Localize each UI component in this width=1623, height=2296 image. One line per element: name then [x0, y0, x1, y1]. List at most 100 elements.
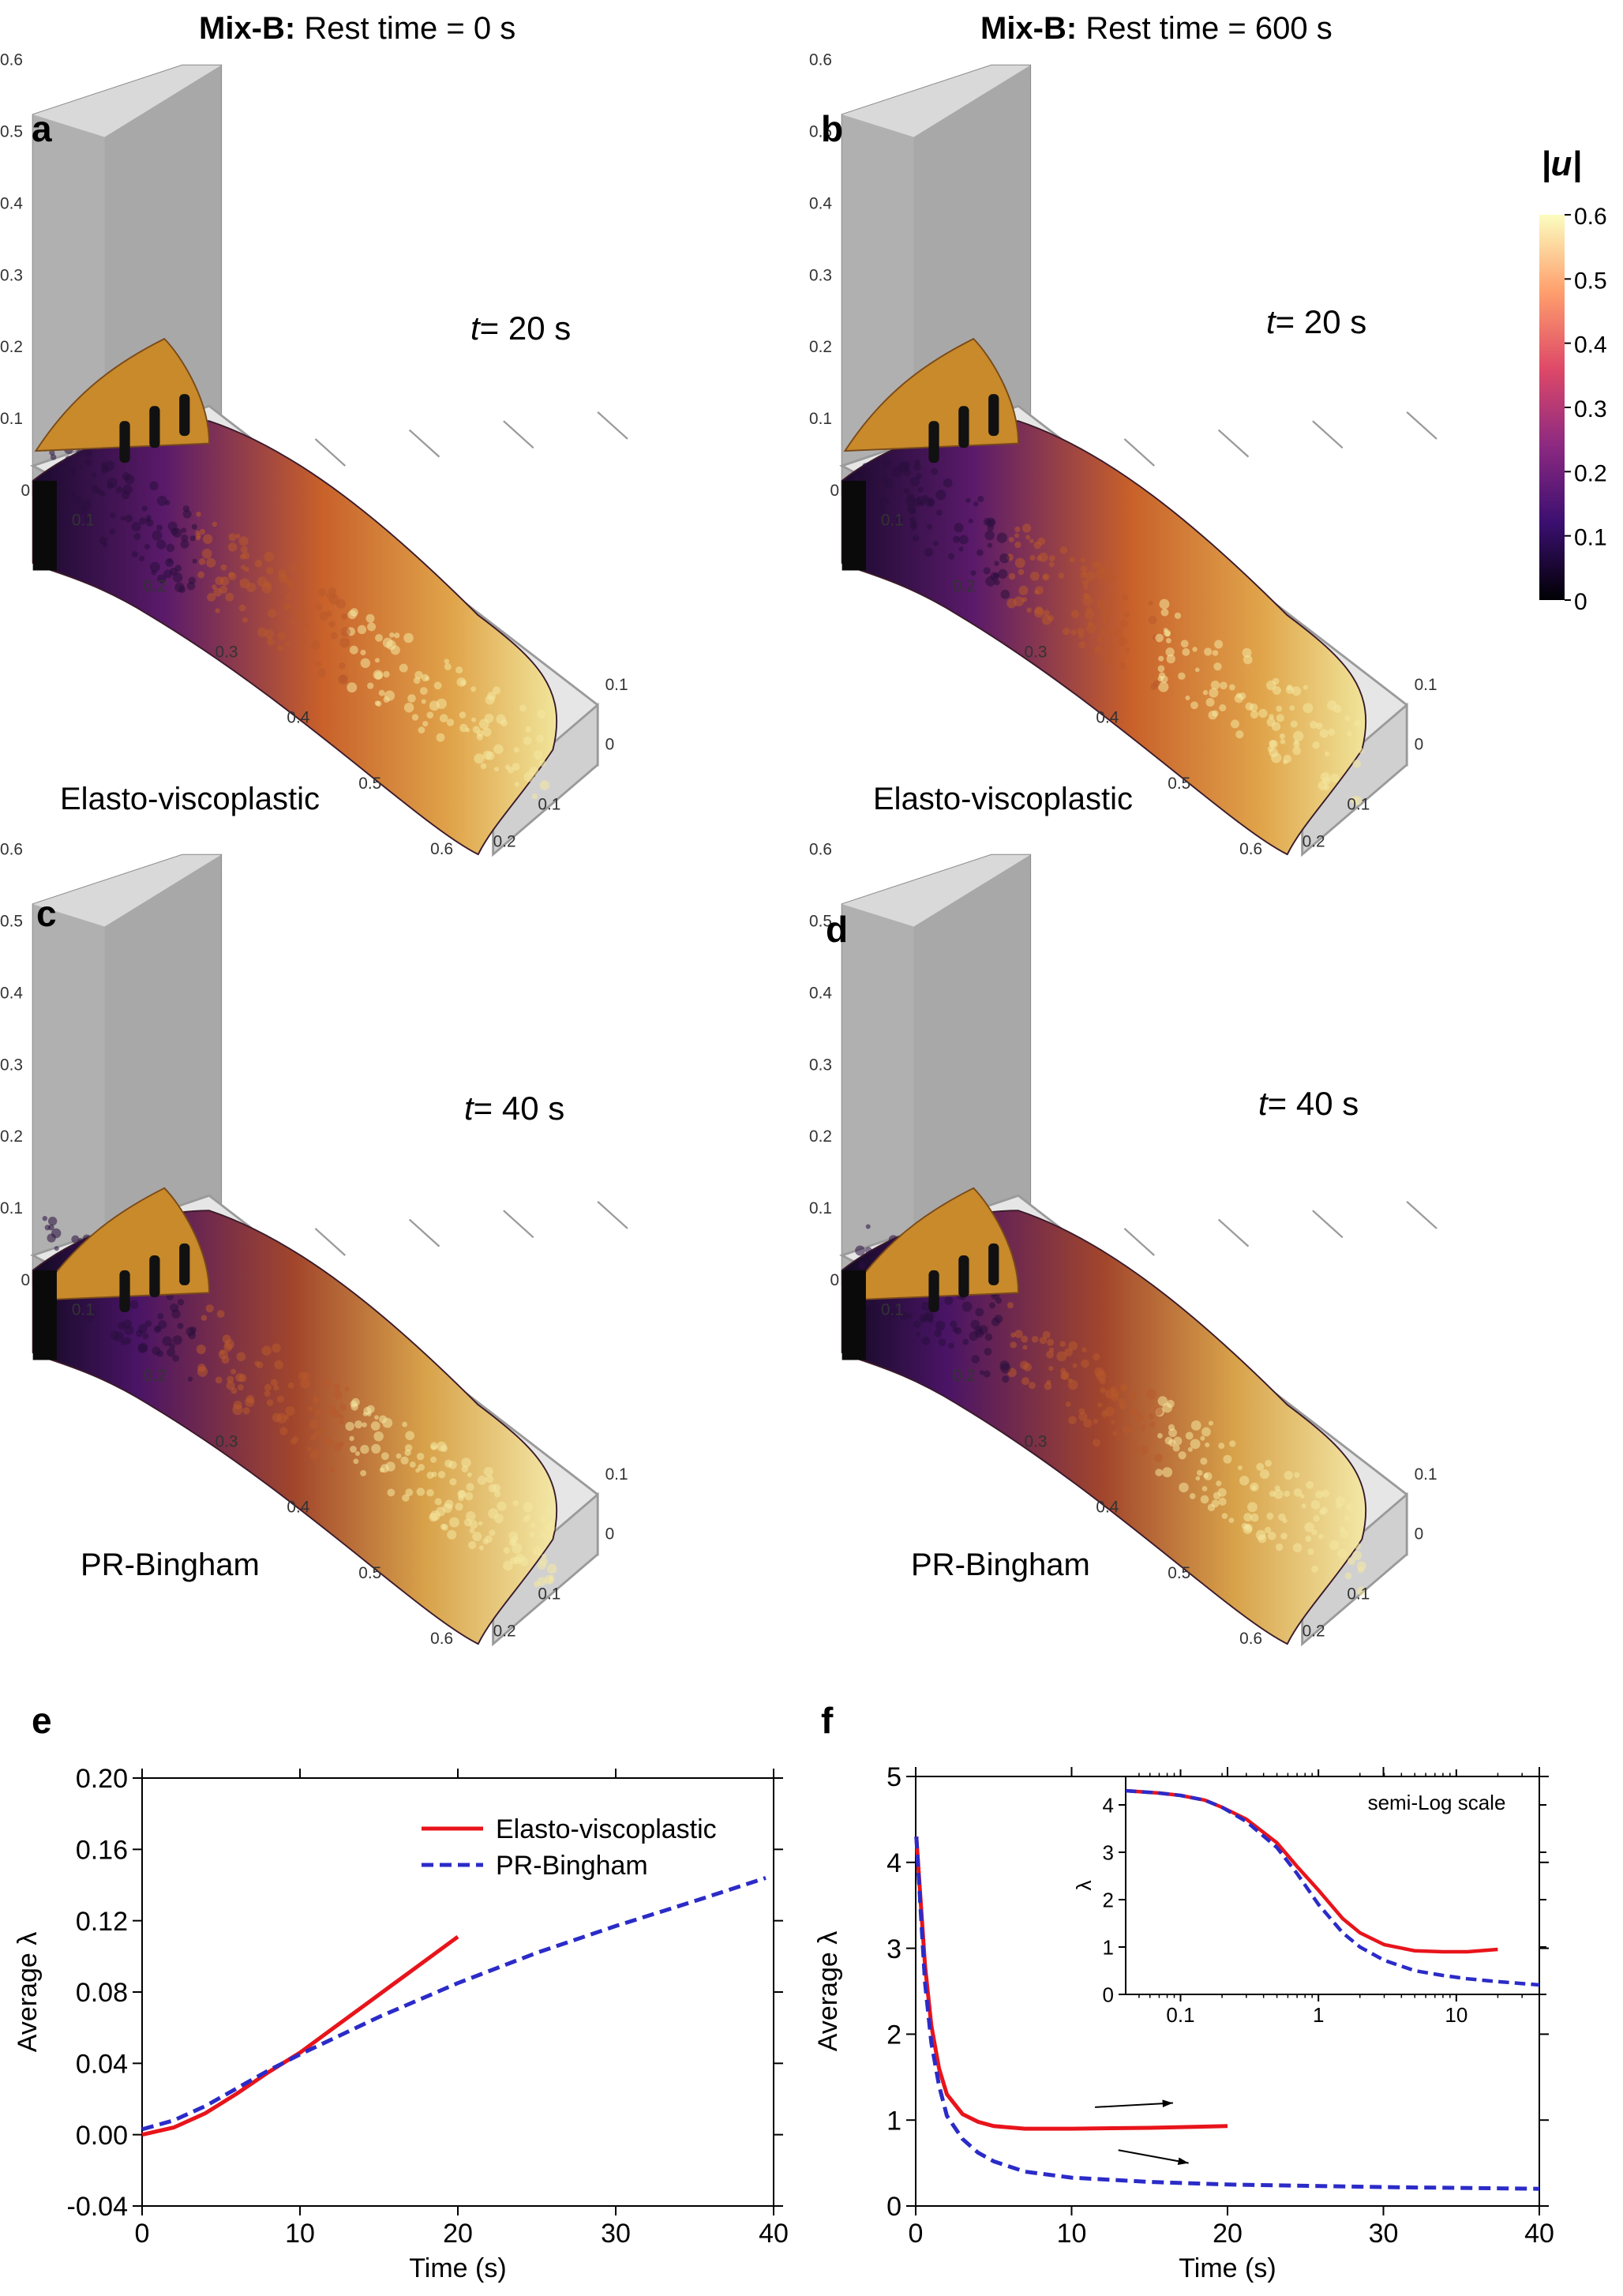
fluid-particle [1293, 730, 1304, 742]
x-tick-label: 10 [285, 2219, 315, 2249]
fluid-particle [172, 1355, 179, 1362]
fluid-particle [1078, 1408, 1085, 1415]
fluid-particle [1046, 1350, 1055, 1359]
x-tick-label: 40 [1524, 2219, 1554, 2249]
y-tick-label: 2 [886, 2020, 901, 2050]
fluid-particle [319, 1427, 324, 1433]
fluid-particle [855, 1245, 865, 1256]
fluid-particle [289, 620, 294, 625]
fluid-particle [544, 1523, 556, 1534]
fluid-particle [277, 632, 287, 640]
fluid-particle [1205, 697, 1215, 707]
fluid-particle [124, 1325, 134, 1335]
fluid-particle [56, 501, 62, 506]
fluid-particle [998, 568, 1008, 579]
fluid-particle [870, 506, 876, 513]
header-right: Mix-B: Rest time = 600 s [980, 11, 1333, 47]
reservoir-lid [841, 854, 1031, 927]
fluid-particle [970, 570, 976, 576]
y-tick-label: 5 [886, 1762, 901, 1792]
fluid-particle [1204, 647, 1213, 656]
fluid-particle [1190, 1439, 1201, 1450]
fluid-particle [954, 1327, 962, 1335]
fluid-particle [1014, 526, 1021, 533]
fluid-particle [1223, 1454, 1232, 1464]
fluid-particle [1100, 628, 1110, 637]
fluid-particle [1284, 1470, 1293, 1480]
fluid-particle [402, 1494, 410, 1502]
y-tick-label: 2 [1103, 1888, 1114, 1911]
colorbar-tick-label: 0.5 [1574, 268, 1607, 294]
fluid-particle [47, 1216, 58, 1226]
fluid-particle [418, 1464, 425, 1471]
x-tick-label: 0.1 [1166, 2003, 1194, 2027]
rebar-obstacle [958, 1255, 969, 1297]
fluid-particle [1107, 643, 1114, 651]
fluid-particle [1112, 1431, 1118, 1436]
fluid-particle [195, 530, 201, 535]
fluid-particle [299, 638, 307, 646]
fluid-particle [1128, 1426, 1135, 1433]
fluid-particle [989, 1302, 996, 1309]
fluid-crest [34, 337, 210, 452]
fluid-particle [1014, 557, 1025, 568]
fluid-particle [448, 1517, 459, 1528]
fluid-particle [523, 736, 532, 745]
fluid-particle [500, 719, 508, 727]
fluid-particle [349, 1435, 354, 1442]
fluid-particle [1299, 1494, 1305, 1499]
fluid-particle [362, 1412, 368, 1416]
fluid-particle [1000, 1363, 1011, 1374]
fluid-particle [546, 1563, 557, 1574]
header-left-mix: Mix-B: [199, 11, 296, 46]
fluid-particle [1292, 746, 1301, 756]
fluid-particle [867, 493, 877, 505]
fluid-particle [1228, 684, 1235, 691]
fluid-particle [469, 1528, 475, 1534]
fluid-particle [934, 1329, 943, 1337]
x-tick-label: 1 [1313, 2003, 1324, 2027]
fluid-particle [1205, 1442, 1210, 1448]
fluid-particle [156, 495, 167, 506]
fluid-particle [1158, 681, 1169, 692]
fluid-particle [447, 1529, 457, 1540]
x-tick-label: 0 [135, 2219, 150, 2249]
fluid-particle [141, 505, 148, 512]
fluid-particle [231, 1387, 238, 1394]
rebar-obstacle [119, 421, 130, 463]
fluid-particle [1022, 1345, 1028, 1350]
fluid-particle [1033, 607, 1044, 618]
fluid-particle [1162, 1467, 1173, 1478]
fluid-particle [476, 733, 483, 741]
fluid-particle [1153, 1454, 1163, 1462]
reservoir-lid [841, 65, 1031, 137]
fluid-particle [898, 461, 909, 472]
fluid-particle [984, 530, 995, 541]
fluid-particle [245, 1397, 255, 1408]
fluid-particle [1058, 572, 1065, 579]
y-tick-label: 0.16 [76, 1836, 128, 1866]
fluid-base-shadow [841, 1270, 866, 1360]
trend-arrow [1118, 2149, 1189, 2164]
fluid-particle [1239, 1476, 1250, 1486]
fluid-particle [1304, 1522, 1314, 1533]
fluid-particle [1185, 695, 1190, 700]
fluid-particle [1078, 1412, 1088, 1421]
fluid-particle [1294, 1472, 1300, 1478]
fluid-particle [54, 474, 65, 484]
fluid-particle [332, 1409, 340, 1419]
fluid-particle [1276, 705, 1283, 712]
z-tick-label: 0.2 [0, 1127, 23, 1146]
fluid-particle [968, 518, 973, 523]
z-tick-label: 0.1 [809, 1199, 832, 1217]
fluid-particle [1131, 1444, 1138, 1451]
x-tick-label: 0.2 [953, 577, 976, 595]
fluid-particle [959, 535, 969, 545]
fluid-particle [1071, 610, 1080, 618]
time-value: = 40 s [1267, 1085, 1359, 1122]
fluid-particle [144, 543, 151, 550]
fluid-body [841, 1210, 1367, 1645]
fluid-particle [266, 1399, 274, 1406]
fluid-particle [875, 505, 886, 516]
fluid-particle [878, 497, 888, 508]
